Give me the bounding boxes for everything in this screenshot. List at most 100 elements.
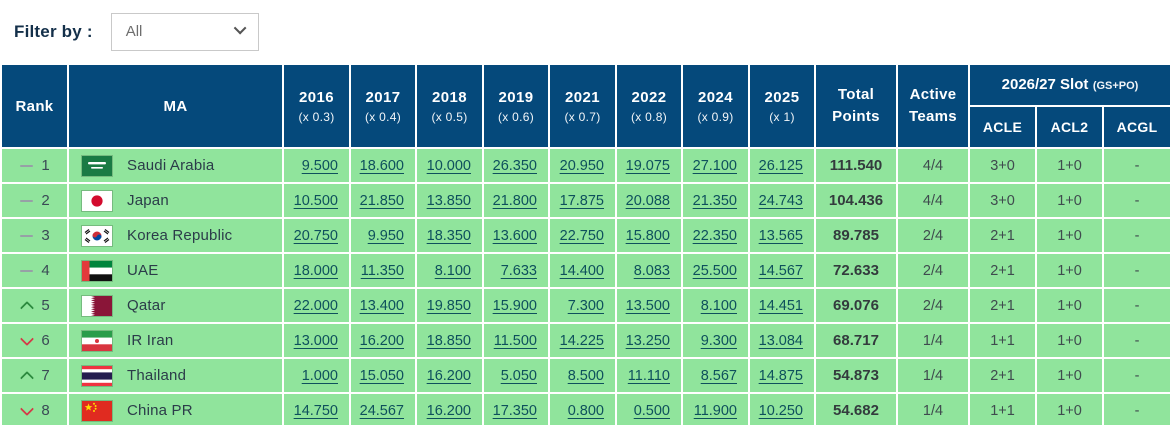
points-cell: 7.633	[482, 252, 550, 289]
points-cell: 13.084	[748, 322, 816, 359]
points-link[interactable]: 8.567	[700, 367, 737, 384]
points-link[interactable]: 13.600	[492, 227, 537, 244]
points-cell: 20.750	[282, 217, 351, 254]
col-header-2021: 2021 (x 0.7)	[548, 63, 617, 149]
points-link[interactable]: 22.000	[293, 297, 338, 314]
points-link[interactable]: 26.125	[758, 157, 803, 174]
acl2-slot-cell: 1+0	[1035, 357, 1104, 394]
points-link[interactable]: 17.350	[492, 402, 537, 419]
points-link[interactable]: 1.000	[301, 367, 338, 384]
acl2-slot-cell: 1+0	[1035, 252, 1104, 289]
points-link[interactable]: 11.110	[627, 367, 670, 384]
points-link[interactable]: 19.850	[426, 297, 471, 314]
points-cell: 22.000	[282, 287, 351, 324]
points-link[interactable]: 14.451	[758, 297, 803, 314]
points-link[interactable]: 21.800	[492, 192, 537, 209]
points-link[interactable]: 8.100	[700, 297, 737, 314]
points-link[interactable]: 9.950	[367, 227, 404, 244]
points-cell: 8.567	[681, 357, 750, 394]
points-link[interactable]: 20.950	[559, 157, 604, 174]
points-link[interactable]: 10.000	[426, 157, 471, 174]
rank-number: 5	[41, 297, 50, 314]
points-link[interactable]: 18.850	[426, 332, 471, 349]
points-link[interactable]: 15.800	[625, 227, 670, 244]
country-name: Japan	[127, 192, 169, 209]
points-link[interactable]: 11.900	[693, 402, 737, 419]
points-link[interactable]: 14.750	[293, 402, 338, 419]
country-name: IR Iran	[127, 332, 174, 349]
year-multiplier: (x 0.9)	[697, 109, 734, 124]
points-link[interactable]: 22.750	[559, 227, 604, 244]
points-link[interactable]: 13.500	[625, 297, 670, 314]
points-link[interactable]: 0.800	[567, 402, 604, 419]
points-cell: 13.600	[482, 217, 550, 254]
points-link[interactable]: 13.400	[359, 297, 404, 314]
points-link[interactable]: 24.567	[359, 402, 404, 419]
points-link[interactable]: 18.600	[359, 157, 404, 174]
points-link[interactable]: 24.743	[758, 192, 803, 209]
points-link[interactable]: 27.100	[692, 157, 737, 174]
points-link[interactable]: 14.875	[758, 367, 803, 384]
points-link[interactable]: 16.200	[426, 402, 471, 419]
points-link[interactable]: 19.075	[625, 157, 670, 174]
points-link[interactable]: 25.500	[692, 262, 737, 279]
points-link[interactable]: 14.567	[758, 262, 803, 279]
acle-slot-cell: 3+0	[968, 182, 1037, 219]
points-link[interactable]: 16.200	[359, 332, 404, 349]
points-link[interactable]: 18.000	[293, 262, 338, 279]
table-body: 1 Saudi Arabia 9.500 18.600 10.000 26.35…	[0, 147, 1170, 425]
total-points-cell: 54.873	[814, 357, 898, 394]
points-link[interactable]: 10.250	[758, 402, 803, 419]
points-link[interactable]: 7.633	[500, 262, 537, 279]
active-teams-cell: 1/4	[896, 322, 970, 359]
points-link[interactable]: 21.850	[359, 192, 404, 209]
points-link[interactable]: 8.500	[567, 367, 604, 384]
points-link[interactable]: 5.050	[500, 367, 537, 384]
points-link[interactable]: 7.300	[567, 297, 604, 314]
acgl-slot-cell: -	[1101, 322, 1170, 359]
points-link[interactable]: 16.200	[426, 367, 471, 384]
points-link[interactable]: 13.565	[758, 227, 803, 244]
points-cell: 18.600	[349, 147, 417, 184]
points-link[interactable]: 22.350	[692, 227, 737, 244]
points-link[interactable]: 21.350	[692, 192, 737, 209]
points-link[interactable]: 15.050	[359, 367, 404, 384]
year-multiplier: (x 0.7)	[564, 109, 601, 124]
year-multiplier: (x 0.5)	[431, 109, 468, 124]
points-link[interactable]: 8.083	[633, 262, 670, 279]
points-cell: 0.800	[548, 392, 617, 425]
col-header-2022: 2022 (x 0.8)	[615, 63, 683, 149]
points-link[interactable]: 13.084	[758, 332, 803, 349]
col-header-active-teams: Active Teams	[896, 63, 970, 149]
points-link[interactable]: 14.225	[559, 332, 604, 349]
points-link[interactable]: 11.350	[360, 262, 404, 279]
points-link[interactable]: 13.250	[625, 332, 670, 349]
points-link[interactable]: 15.900	[492, 297, 537, 314]
rank-movement-icon	[19, 264, 34, 278]
table-row: 7 Thailand 1.000 15.050 16.200 5.050 8.5…	[0, 357, 1170, 394]
points-cell: 13.250	[615, 322, 683, 359]
year-multiplier: (x 0.4)	[364, 109, 402, 124]
ma-cell: Saudi Arabia	[67, 147, 284, 184]
col-header-slot-group: 2026/27 Slot (GS+PO)	[967, 63, 1170, 107]
points-link[interactable]: 11.500	[493, 332, 537, 349]
acle-slot-cell: 2+1	[968, 357, 1037, 394]
points-link[interactable]: 14.400	[559, 262, 604, 279]
points-cell: 13.565	[748, 217, 816, 254]
points-link[interactable]: 8.100	[434, 262, 471, 279]
points-link[interactable]: 13.850	[426, 192, 471, 209]
table-row: 6 IR Iran 13.000 16.200 18.850 11.500 14…	[0, 322, 1170, 359]
points-link[interactable]: 26.350	[492, 157, 537, 174]
points-link[interactable]: 20.088	[625, 192, 670, 209]
points-link[interactable]: 9.500	[301, 157, 338, 174]
points-cell: 24.567	[349, 392, 417, 425]
points-link[interactable]: 0.500	[633, 402, 670, 419]
points-link[interactable]: 9.300	[700, 332, 737, 349]
filter-select[interactable]: All	[110, 12, 259, 51]
points-link[interactable]: 13.000	[293, 332, 338, 349]
acle-slot-cell: 2+1	[968, 252, 1037, 289]
points-link[interactable]: 18.350	[426, 227, 471, 244]
points-link[interactable]: 17.875	[559, 192, 604, 209]
points-link[interactable]: 10.500	[293, 192, 338, 209]
points-link[interactable]: 20.750	[293, 227, 338, 244]
